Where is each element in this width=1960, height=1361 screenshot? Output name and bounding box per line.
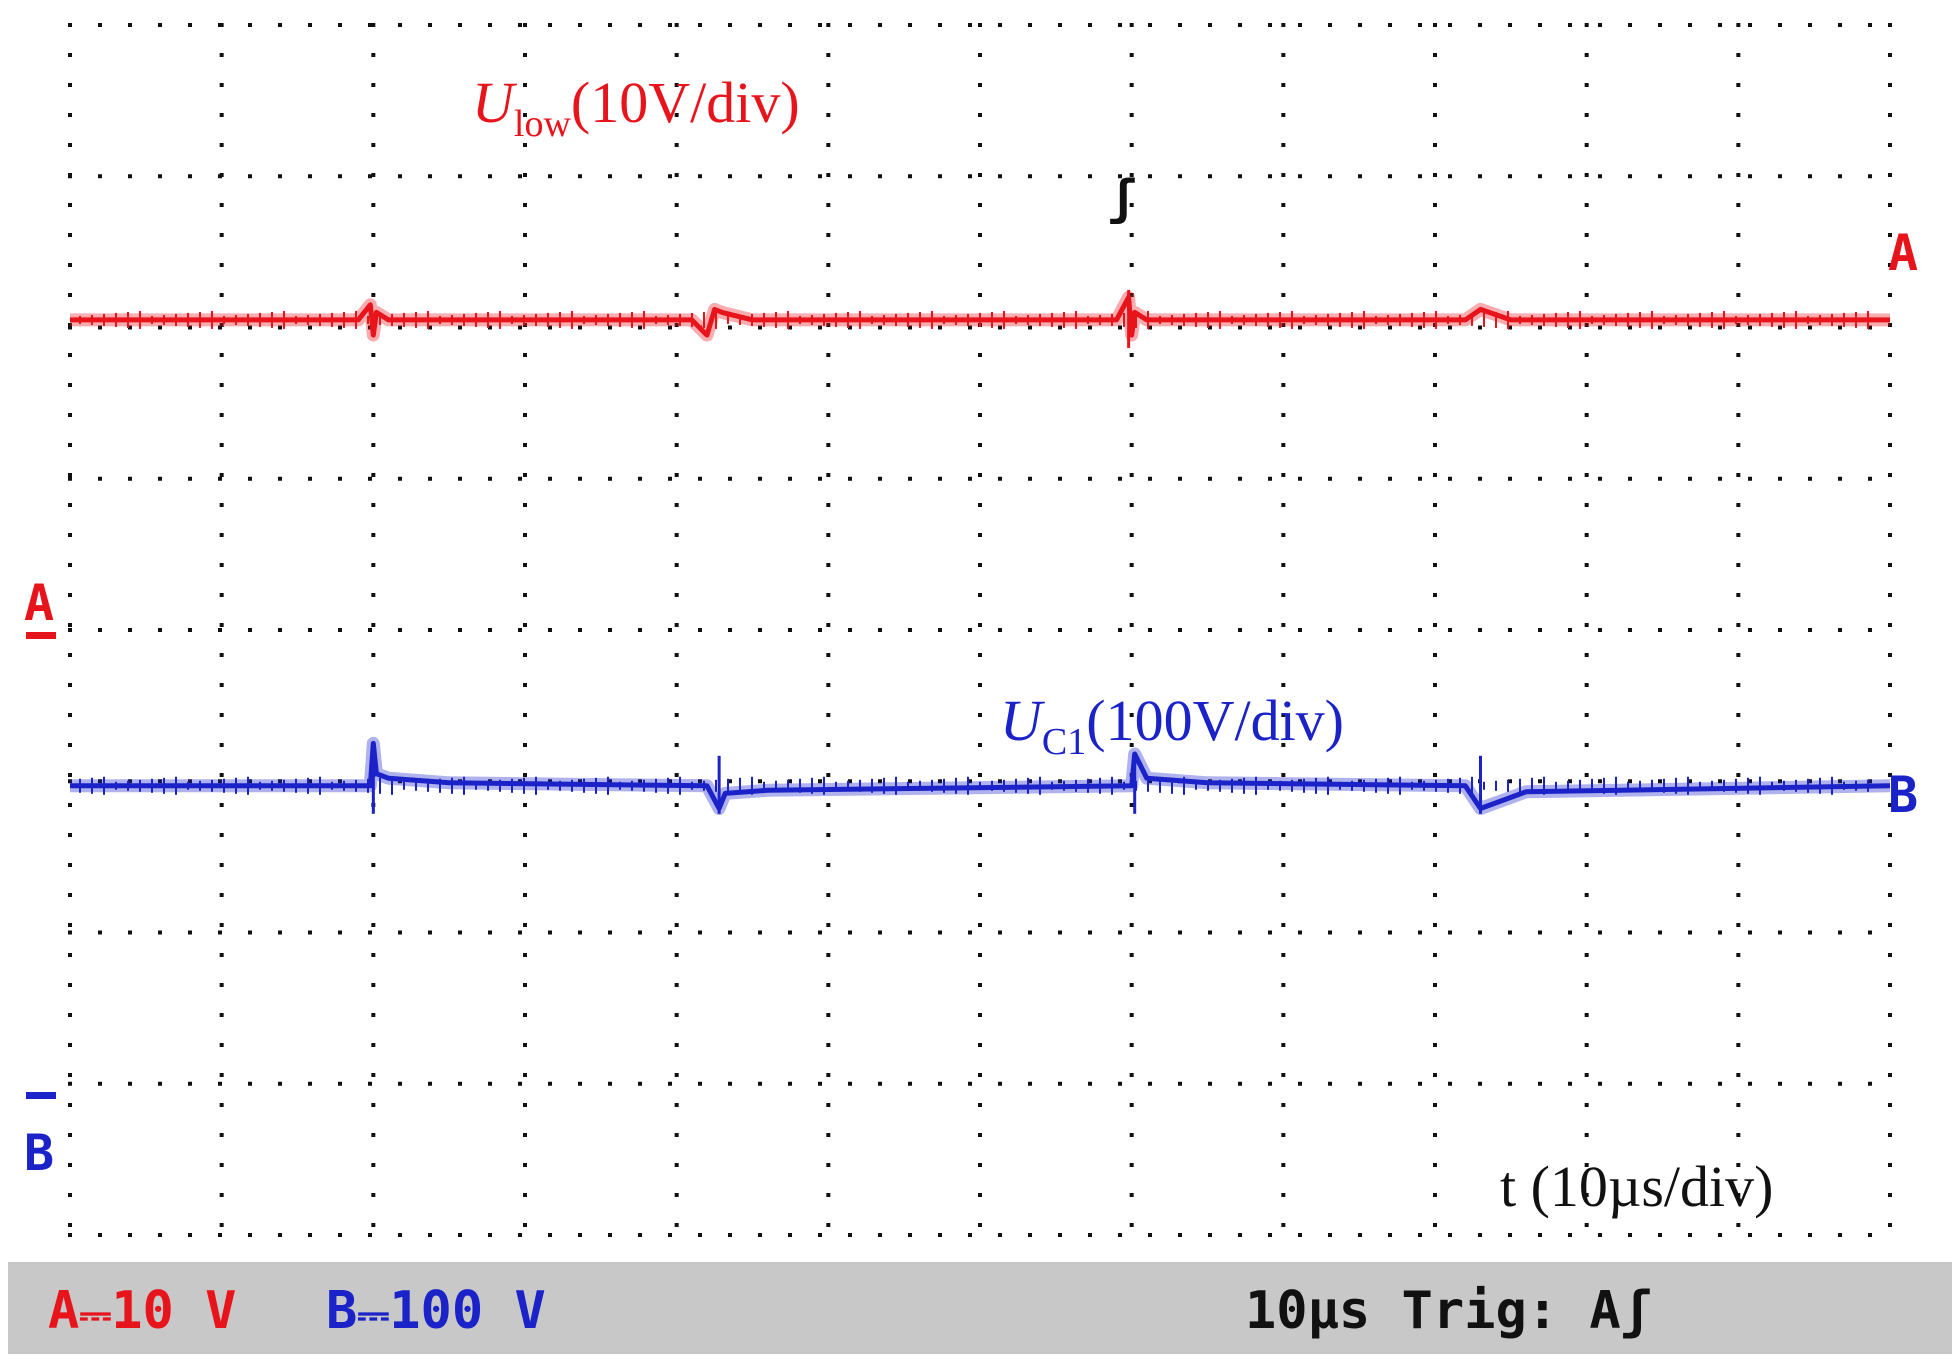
dc-coupling-icon: ⎓ — [357, 1292, 389, 1338]
channel-b-ground-marker: B — [24, 1092, 56, 1182]
grid-row-6 — [68, 930, 1872, 935]
grid-col-3 — [523, 23, 527, 1227]
dc-coupling-icon: ⎓ — [79, 1292, 111, 1338]
channel-a-setting-prefix: A — [48, 1281, 79, 1341]
trace-noise-a — [79, 310, 1869, 329]
grid-col-7 — [1129, 23, 1134, 1227]
time-axis-label: t (10µs/div) — [1500, 1154, 1773, 1219]
channel-a-ground-marker: A — [24, 574, 56, 639]
graticule-grid — [68, 23, 1892, 1237]
channel-b-label-sub: C1 — [1042, 721, 1086, 763]
trace-channel-a — [70, 289, 1890, 348]
channel-b-label-main: U — [1000, 688, 1046, 753]
channel-a-end-marker: A — [1888, 224, 1918, 282]
timebase-trigger-setting: 10µs Trig: Aʃ — [1245, 1281, 1652, 1341]
grid-row-2 — [68, 325, 1872, 330]
channel-b-setting-prefix: B — [326, 1281, 357, 1341]
grid-col-10 — [1584, 23, 1589, 1227]
channel-b-label-rest: (100V/div) — [1086, 688, 1344, 753]
grid-col-11 — [1736, 23, 1741, 1227]
channel-a-label-main: U — [472, 70, 518, 135]
channel-b-end-marker: B — [1888, 766, 1918, 824]
channel-a-setting-value: 10 V — [111, 1281, 236, 1341]
grid-col-12 — [1888, 23, 1892, 1227]
channel-a-label-rest: (10V/div) — [571, 70, 800, 135]
channel-b-setting-value: 100 V — [389, 1281, 546, 1341]
grid-row-0 — [68, 23, 1872, 27]
grid-row-3 — [68, 476, 1872, 481]
grid-col-9 — [1433, 23, 1437, 1227]
waveform-traces — [70, 289, 1891, 815]
trigger-marker-icon: ʃ — [1108, 170, 1137, 226]
channel-a-ground-bar — [26, 632, 56, 639]
grid-row-8 — [68, 1233, 1872, 1237]
grid-col-5 — [826, 23, 831, 1227]
timebase-trigger-text: 10µs Trig: A — [1245, 1281, 1621, 1341]
trace-noise-b — [79, 776, 1869, 795]
channel-a-label-sub: low — [514, 103, 572, 145]
status-bar — [8, 1262, 1952, 1354]
channel-a-setting: A⎓10 V — [48, 1281, 236, 1341]
grid-row-4 — [68, 628, 1872, 632]
trace-channel-b — [70, 736, 1891, 815]
trigger-edge-icon: ʃ — [1621, 1281, 1652, 1341]
grid-col-8 — [1281, 23, 1286, 1227]
grid-row-1 — [68, 174, 1872, 179]
grid-col-4 — [674, 23, 679, 1227]
grid-col-1 — [219, 23, 224, 1227]
channel-b-setting: B⎓100 V — [326, 1281, 546, 1341]
channel-b-ground-bar — [26, 1092, 56, 1099]
grid-col-6 — [978, 23, 982, 1227]
grid-row-7 — [68, 1081, 1872, 1086]
grid-col-0 — [68, 23, 72, 1227]
channel-b-ground-letter: B — [24, 1124, 54, 1182]
trace-line-b — [70, 740, 1891, 811]
channel-a-ground-letter: A — [24, 574, 54, 632]
grid-col-2 — [371, 23, 376, 1227]
channel-b-label: UC1(100V/div) — [1000, 688, 1344, 763]
channel-a-label: Ulow(10V/div) — [472, 70, 800, 145]
